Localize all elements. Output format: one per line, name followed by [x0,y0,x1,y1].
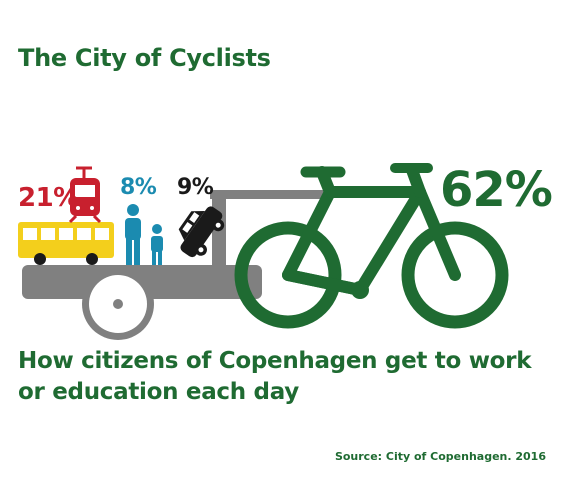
subtitle-line-1: How citizens of Copenhagen get to work [18,348,532,374]
subtitle-line-2: or education each day [18,379,299,405]
page-title: The City of Cyclists [18,44,271,72]
cargo-trailer-icon [22,190,330,340]
pedestrians-icon [125,204,163,265]
bicycle-rear-wheel [234,221,342,329]
label-car: 9% [177,175,214,200]
trailer-hitch-bar [210,190,330,199]
bicycle-icon [234,163,509,329]
car-icon [178,206,225,258]
label-bicycle: 62% [440,162,553,218]
source-note: Source: City of Copenhagen. 2016 [334,450,546,463]
chart-subtitle: How citizens of Copenhagen get to work o… [18,346,558,408]
bicycle-front-wheel [401,221,509,329]
label-public-transport: 21% [18,183,79,213]
label-walking: 8% [120,175,157,200]
bus-icon [18,222,114,265]
tram-icon [68,166,102,224]
